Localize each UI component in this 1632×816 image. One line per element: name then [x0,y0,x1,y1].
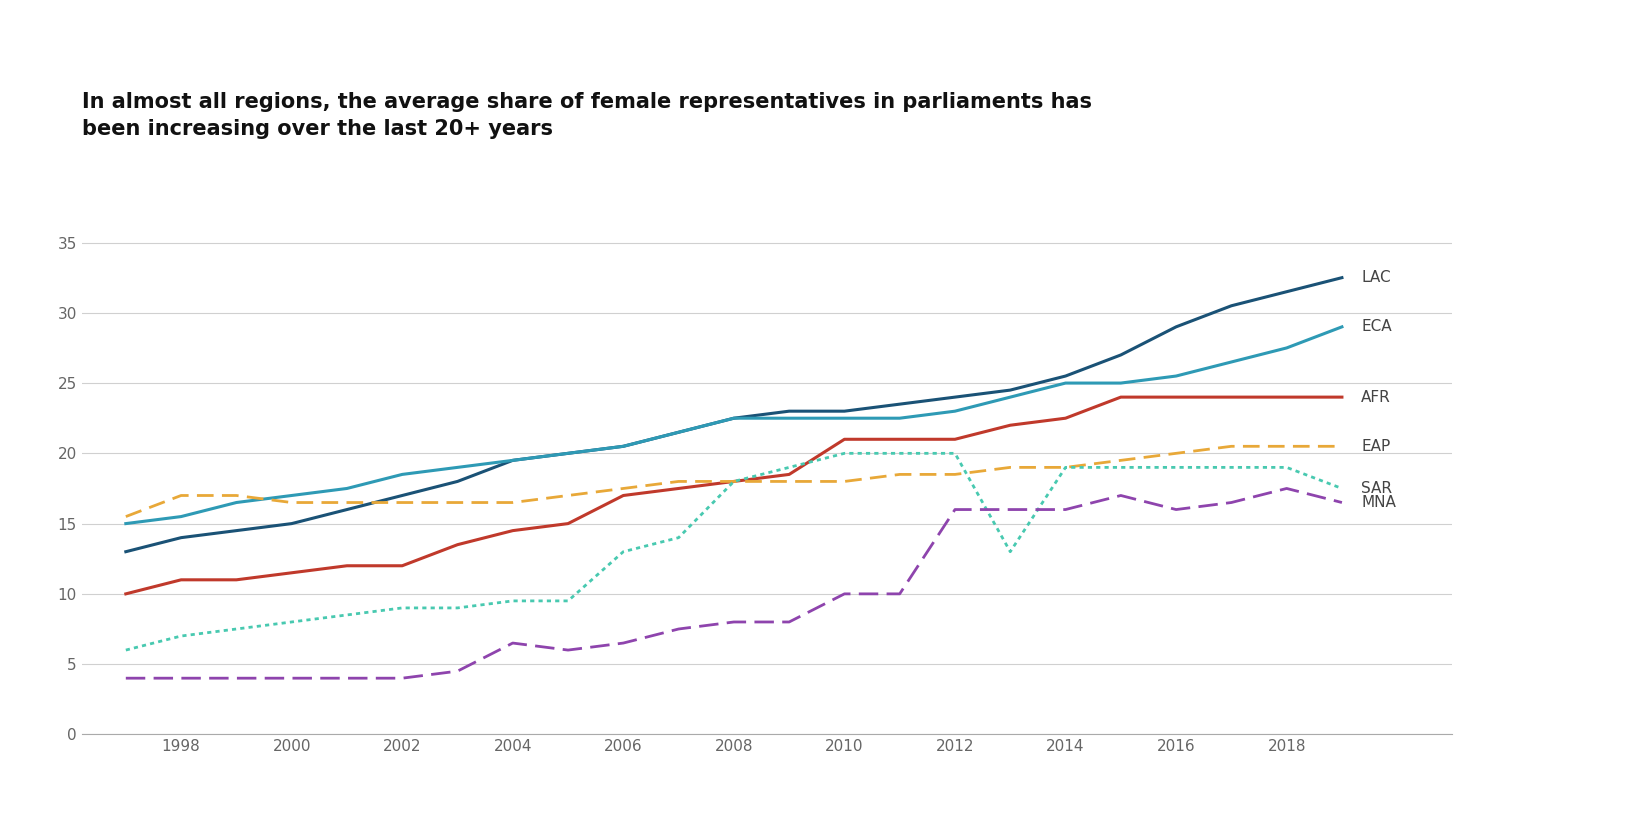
Text: In almost all regions, the average share of female representatives in parliament: In almost all regions, the average share… [82,92,1092,139]
Text: MNA: MNA [1361,495,1395,510]
Text: ECA: ECA [1361,319,1392,335]
Text: SAR: SAR [1361,481,1392,496]
Text: AFR: AFR [1361,389,1390,405]
Text: LAC: LAC [1361,270,1390,285]
Text: EAP: EAP [1361,439,1390,454]
